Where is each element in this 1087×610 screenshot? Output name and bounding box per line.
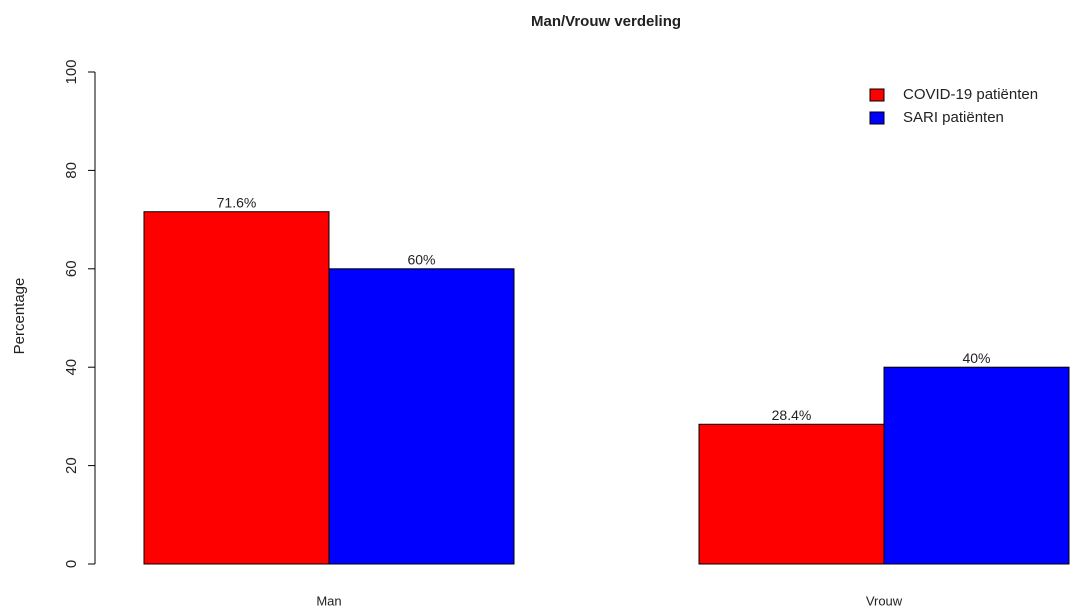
y-tick-label: 40 [63,359,80,376]
y-tick-label: 60 [63,260,80,277]
y-tick-label: 0 [63,560,80,568]
legend-label: COVID-19 patiënten [903,86,1038,103]
value-label: 40% [962,350,990,366]
legend-swatch [869,88,885,102]
y-tick-label: 20 [63,457,80,474]
x-tick-label: Man [316,593,341,608]
value-label: 28.4% [772,407,812,423]
value-label: 71.6% [217,194,257,210]
chart-title: Man/Vrouw verdeling [531,13,681,30]
bar [883,366,1070,565]
legend-swatch [869,111,885,125]
y-axis-label: Percentage [11,278,28,355]
bar [698,423,885,565]
y-tick-label: 100 [63,59,80,84]
y-tick-label: 80 [63,162,80,179]
value-label: 60% [407,252,435,268]
x-tick-label: Vrouw [866,593,903,608]
bar [328,268,515,565]
legend-label: SARI patiënten [903,109,1004,126]
bar [143,211,330,565]
